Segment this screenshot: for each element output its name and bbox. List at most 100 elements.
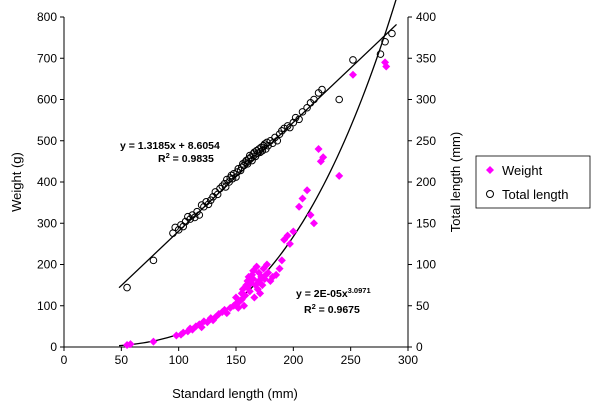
total-length-point [335,95,344,104]
total-length-point [381,37,389,46]
total-length-point [221,183,230,191]
total-length-point [273,136,282,145]
total-length-point [186,215,194,223]
x-tick-label: 50 [115,353,129,367]
total-length-point [256,148,264,157]
y-left-tick-label: 400 [37,175,57,189]
weight-point [248,270,257,279]
total-length-point [195,211,204,219]
data-points [123,29,396,349]
total-length-point [216,184,224,193]
weight-point [335,171,344,180]
total-length-r2-text: R2 = 0.9835 [158,151,214,165]
y-right-tick-label: 50 [416,299,430,313]
weight-point [251,281,260,290]
total-length-point [286,123,294,132]
total-length-point [123,283,131,292]
weight-point [277,256,286,265]
weight-point [283,231,292,240]
x-tick-label: 0 [61,353,68,367]
weight-point [319,153,328,162]
weight-point [252,262,261,271]
weight-point [309,219,318,228]
x-tick-label: 300 [398,353,418,367]
y-left-tick-label: 200 [37,258,57,272]
ticks: 0 50 100 150 200 250 3000100200300400500600700… [37,10,436,367]
weight-point [298,194,307,203]
y-right-axis-title: Total length (mm) [448,132,463,232]
x-axis-title: Standard length (mm) [172,386,298,401]
total-length-point [240,161,248,170]
legend-box [475,155,591,209]
y-left-tick-label: 600 [37,93,57,107]
total-length-point [209,193,217,201]
y-left-tick-label: 300 [37,216,57,230]
total-length-point [218,182,227,190]
weight-point [256,289,265,298]
total-length-point [258,146,267,155]
y-right-tick-label: 100 [416,258,436,272]
y-right-tick-label: 150 [416,216,436,230]
total-length-point [236,166,245,175]
weight-point [249,266,258,275]
y-left-tick-label: 500 [37,134,57,148]
weight-point [241,291,250,300]
y-right-tick-label: 350 [416,51,436,65]
legend-total-length-label: Total length [502,187,569,202]
total-length-point [204,200,213,209]
total-length-point [303,103,311,112]
total-length-point [233,168,241,176]
weight-point [222,309,231,318]
total-length-point [278,127,286,135]
total-length-point [202,198,210,206]
weight-point [149,337,158,346]
y-left-tick-label: 100 [37,299,57,313]
weight-point [250,293,259,302]
weight-point [348,70,357,79]
total-length-equation: y = 1.3185x + 8.6054 R2 = 0.9835 [120,140,220,165]
total-length-point [318,85,326,94]
total-length-point [376,50,385,58]
weight-point [249,274,258,283]
weight-point [306,211,315,219]
weight-point [314,145,323,153]
total-length-point [264,141,272,150]
legend-total-length-marker [486,190,494,198]
weight-point [264,268,273,277]
weight-point [285,239,294,248]
total-length-point [310,95,318,104]
total-length-point [289,118,298,127]
weight-point [272,270,281,279]
weight-point [275,264,284,273]
total-length-point [200,202,208,211]
y-left-tick-label: 700 [37,51,57,65]
y-right-tick-label: 200 [416,175,436,189]
y-right-tick-label: 0 [416,340,423,354]
weight-equation-text: y = 2E-05x3.0971 [296,286,371,300]
y-left-tick-label: 800 [37,10,57,24]
legend-weight-label: Weight [502,163,543,178]
total-length-point [388,29,396,38]
weight-point [126,340,135,349]
total-length-point [298,108,307,116]
legend-weight-marker [486,166,494,174]
weight-point [262,260,271,269]
weight-r2-text: R2 = 0.9675 [304,302,360,316]
total-length-point [228,174,237,183]
total-length-point [291,113,300,122]
total-length-point [179,222,188,231]
weight-point [382,62,391,71]
total-length-point [295,115,303,124]
weight-point [197,323,206,332]
weight-point [258,281,267,290]
total-length-point [234,165,243,173]
total-length-point [244,155,253,163]
total-length-point [181,217,190,226]
total-length-point [223,175,231,184]
weight-point [240,301,249,310]
x-tick-label: 150 [226,353,246,367]
y-left-tick-label: 0 [50,340,57,354]
total-length-equation-text: y = 1.3185x + 8.6054 [120,140,220,152]
y-right-tick-label: 250 [416,134,436,148]
